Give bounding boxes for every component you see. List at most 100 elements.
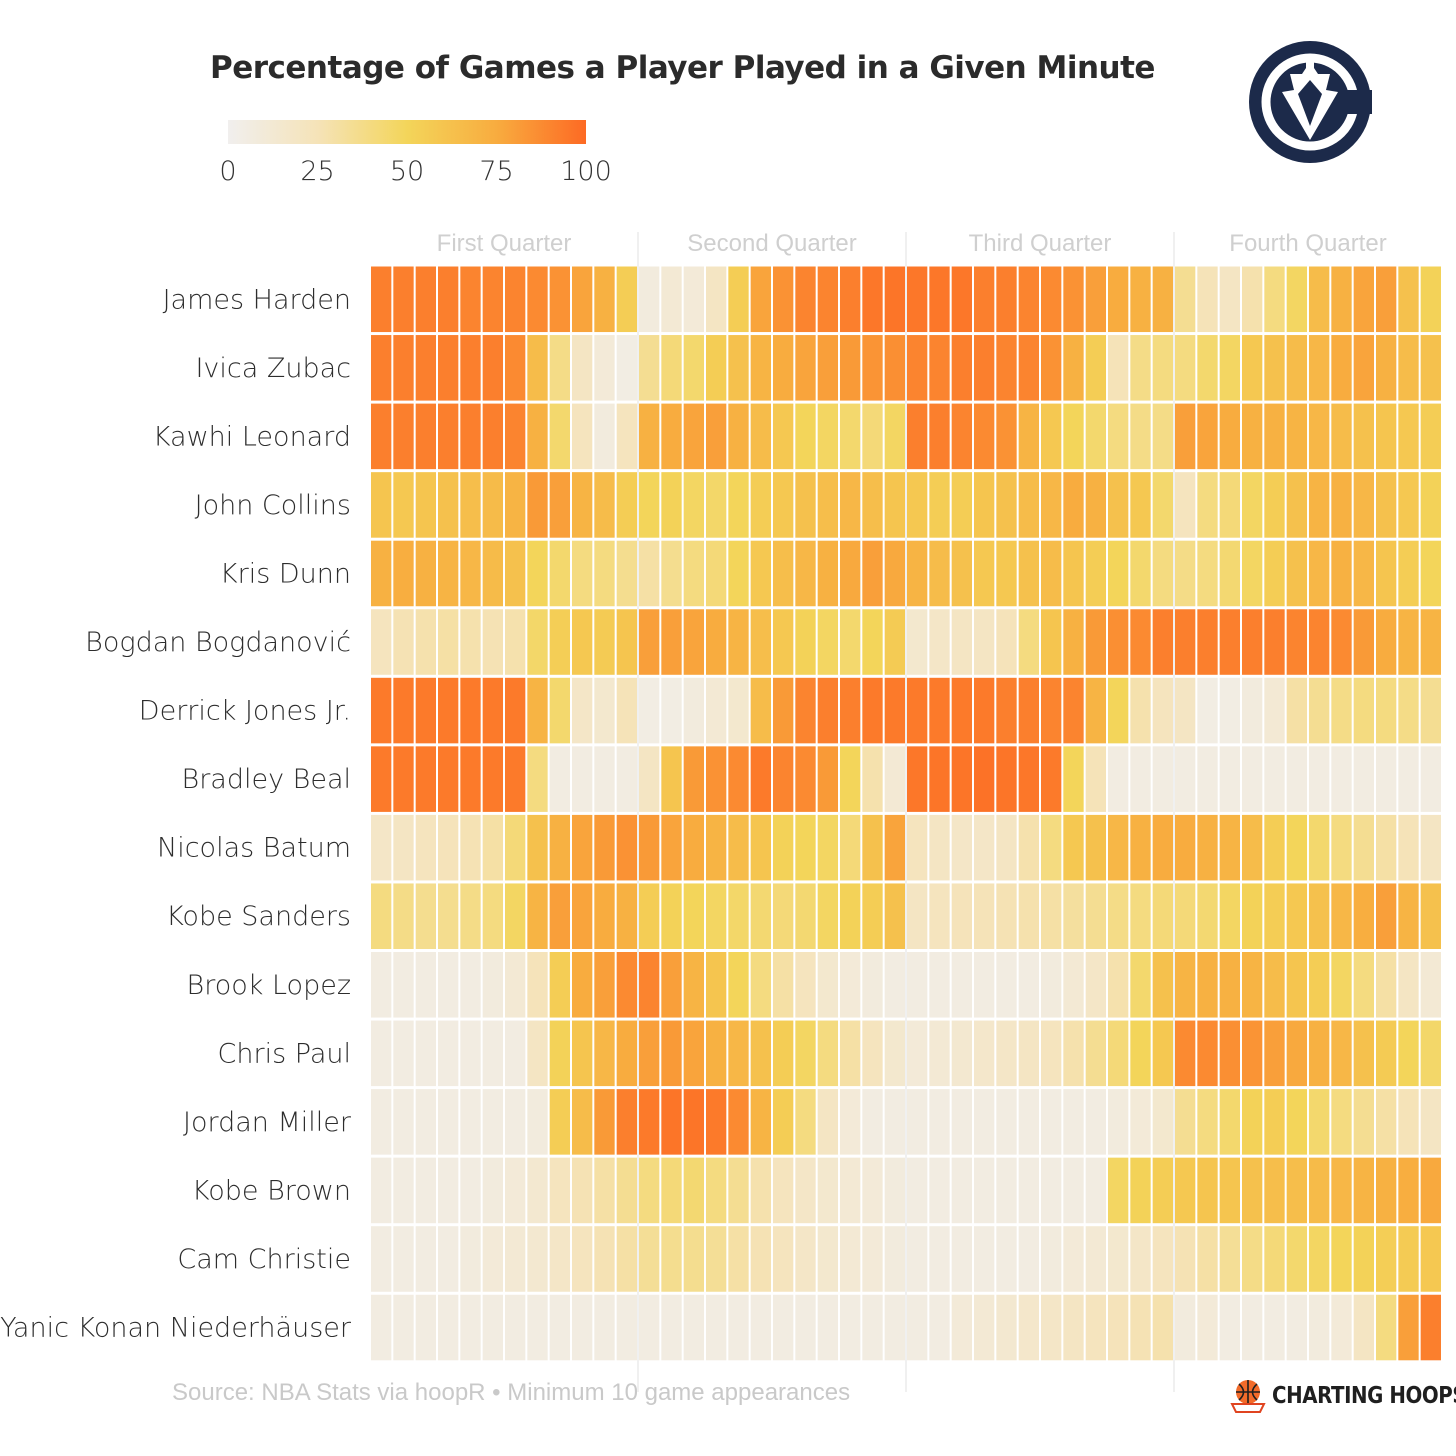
heatmap-cell xyxy=(683,1157,704,1224)
heatmap-cell xyxy=(1130,814,1151,881)
heatmap-cell xyxy=(482,1157,503,1224)
heatmap-cell xyxy=(817,1089,838,1155)
heatmap-cell xyxy=(661,1089,682,1155)
heatmap-cell xyxy=(1376,746,1397,812)
heatmap-cell xyxy=(817,746,838,812)
heatmap-cell xyxy=(482,952,503,1018)
heatmap-cell xyxy=(460,472,481,538)
heatmap-cell xyxy=(661,677,682,744)
heatmap-cell xyxy=(1286,540,1307,607)
heatmap-cell xyxy=(862,952,883,1018)
heatmap-cell xyxy=(862,1226,883,1292)
heatmap-cell xyxy=(996,1226,1017,1292)
heatmap-cell xyxy=(1152,1294,1173,1361)
heatmap-cell xyxy=(929,1089,950,1155)
heatmap-cell xyxy=(438,883,459,949)
heatmap-cell xyxy=(862,1294,883,1361)
heatmap-cell xyxy=(750,1020,771,1087)
heatmap-cell xyxy=(996,403,1017,470)
heatmap-cell xyxy=(438,1089,459,1155)
heatmap-cell xyxy=(974,814,995,881)
heatmap-cell xyxy=(1286,1157,1307,1224)
heatmap-cell xyxy=(884,677,905,744)
heatmap-cell xyxy=(460,1226,481,1292)
heatmap-cell xyxy=(1108,1226,1129,1292)
heatmap-cell xyxy=(1309,1294,1330,1361)
heatmap-cell xyxy=(616,1020,637,1087)
heatmap-cell xyxy=(1398,472,1419,538)
heatmap-cell xyxy=(1309,677,1330,744)
legend-tick-25: 25 xyxy=(300,156,335,187)
heatmap-cell xyxy=(862,814,883,881)
heatmap-cell xyxy=(884,952,905,1018)
heatmap-cell xyxy=(996,1157,1017,1224)
heatmap-cell xyxy=(974,1226,995,1292)
heatmap-cell xyxy=(482,266,503,333)
heatmap-cell xyxy=(1398,1157,1419,1224)
heatmap-cell xyxy=(728,335,749,401)
heatmap-cell xyxy=(616,403,637,470)
heatmap-cell xyxy=(750,1089,771,1155)
heatmap-cell xyxy=(527,1089,548,1155)
heatmap-cell xyxy=(1242,1020,1263,1087)
heatmap-cell xyxy=(438,1226,459,1292)
heatmap-cell xyxy=(1331,952,1352,1018)
heatmap-cell xyxy=(393,403,414,470)
player-label: Bogdan Bogdanović xyxy=(85,627,351,658)
heatmap-cell xyxy=(1063,677,1084,744)
heatmap-cell xyxy=(1152,335,1173,401)
heatmap-cell xyxy=(683,472,704,538)
heatmap-cell xyxy=(1242,266,1263,333)
heatmap-cell xyxy=(549,677,570,744)
heatmap-cell xyxy=(616,883,637,949)
heatmap-cell xyxy=(974,883,995,949)
heatmap-cell xyxy=(750,472,771,538)
heatmap-cell xyxy=(683,266,704,333)
heatmap-cell xyxy=(1398,540,1419,607)
heatmap-cell xyxy=(884,1157,905,1224)
heatmap-cell xyxy=(1018,1089,1039,1155)
heatmap-cell xyxy=(594,814,615,881)
heatmap-cell xyxy=(862,403,883,470)
heatmap-cell xyxy=(728,266,749,333)
heatmap-cell xyxy=(907,883,928,949)
heatmap-cell xyxy=(393,952,414,1018)
heatmap-cell xyxy=(1420,266,1441,333)
heatmap-cell xyxy=(639,472,660,538)
heatmap-cell xyxy=(862,1020,883,1087)
heatmap-cell xyxy=(884,609,905,675)
heatmap-cell xyxy=(1264,1089,1285,1155)
player-label: Yanic Konan Niederhäuser xyxy=(0,1313,352,1344)
heatmap-cell xyxy=(661,814,682,881)
heatmap-cell xyxy=(616,952,637,1018)
heatmap-cell xyxy=(1085,540,1106,607)
heatmap-cell xyxy=(371,540,392,607)
heatmap-cell xyxy=(639,814,660,881)
heatmap-cell xyxy=(817,1157,838,1224)
heatmap-cell xyxy=(460,883,481,949)
heatmap-cell xyxy=(1018,266,1039,333)
heatmap-cell xyxy=(840,952,861,1018)
heatmap-cell xyxy=(683,883,704,949)
heatmap-cell xyxy=(527,1020,548,1087)
basketball-icon xyxy=(1230,1380,1266,1413)
heatmap-cell xyxy=(572,1294,593,1361)
heatmap-cell xyxy=(1376,1020,1397,1087)
heatmap-cell xyxy=(1175,403,1196,470)
heatmap-cell xyxy=(862,335,883,401)
heatmap-cell xyxy=(1219,403,1240,470)
heatmap-cell xyxy=(884,883,905,949)
heatmap-cell xyxy=(1242,472,1263,538)
heatmap-cell xyxy=(683,952,704,1018)
heatmap-cell xyxy=(795,609,816,675)
heatmap-cell xyxy=(1286,266,1307,333)
heatmap-cell xyxy=(438,746,459,812)
heatmap-cell xyxy=(706,1226,727,1292)
heatmap-cell xyxy=(1219,814,1240,881)
heatmap-cell xyxy=(1331,266,1352,333)
heatmap-cell xyxy=(929,1294,950,1361)
heatmap-cell xyxy=(974,677,995,744)
heatmap-cell xyxy=(549,1157,570,1224)
heatmap-cell xyxy=(1108,472,1129,538)
heatmap-cell xyxy=(929,472,950,538)
